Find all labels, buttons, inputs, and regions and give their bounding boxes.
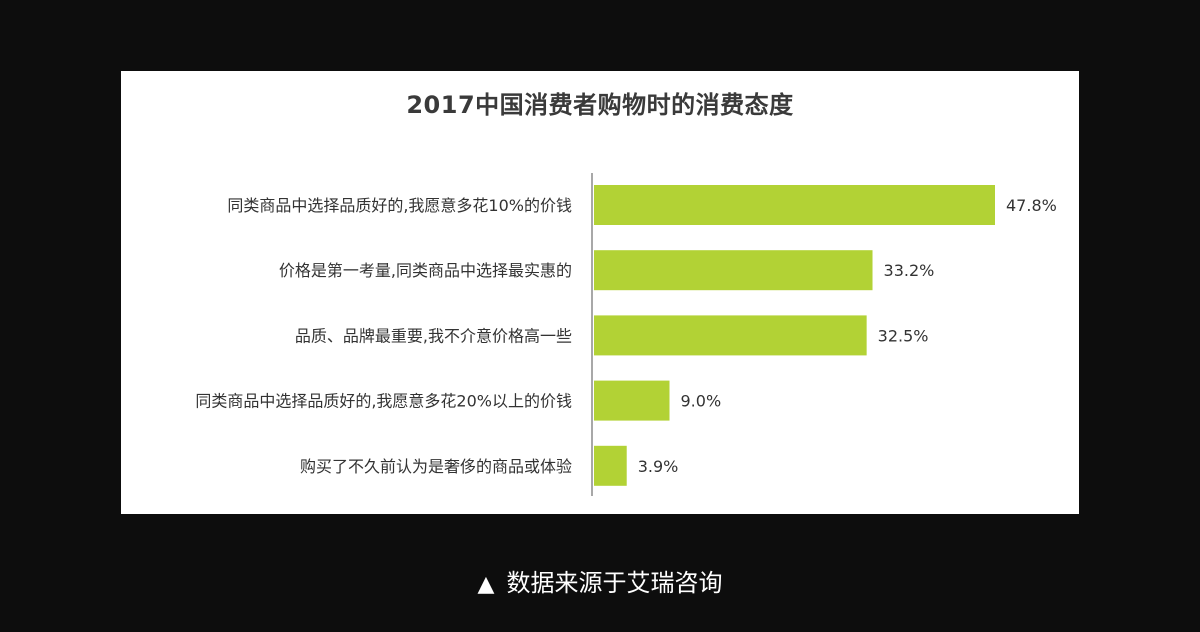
value-label: 3.9% [638, 457, 679, 476]
bar-chart: 同类商品中选择品质好的,我愿意多花10%的价钱 47.8% 价格是第一考量,同类商品… [195, 173, 1057, 496]
triangle-up-icon: ▲ [477, 572, 495, 597]
caption-text: 数据来源于艾瑞咨询 [506, 569, 723, 597]
bar [594, 315, 867, 356]
value-label: 32.5% [878, 326, 929, 345]
chart-title: 2017中国消费者购物时的消费态度 [406, 91, 794, 119]
value-label: 9.0% [681, 392, 722, 411]
source-caption: ▲ 数据来源于艾瑞咨询 [0, 566, 1200, 602]
chart-panel: 2017中国消费者购物时的消费态度 同类商品中选择品质好的,我愿意多花10%的价… [121, 71, 1079, 514]
category-label: 品质、品牌最重要,我不介意价格高一些 [295, 326, 572, 345]
category-label: 购买了不久前认为是奢侈的商品或体验 [300, 457, 572, 476]
bar [594, 185, 995, 225]
value-label: 47.8% [1006, 196, 1057, 215]
bar [594, 380, 670, 421]
category-label: 同类商品中选择品质好的,我愿意多花10%的价钱 [227, 196, 572, 215]
bar [594, 250, 873, 291]
bar [594, 445, 627, 486]
value-label: 33.2% [884, 261, 935, 280]
category-label: 同类商品中选择品质好的,我愿意多花20%以上的价钱 [195, 392, 572, 411]
category-label: 价格是第一考量,同类商品中选择最实惠的 [279, 261, 572, 280]
